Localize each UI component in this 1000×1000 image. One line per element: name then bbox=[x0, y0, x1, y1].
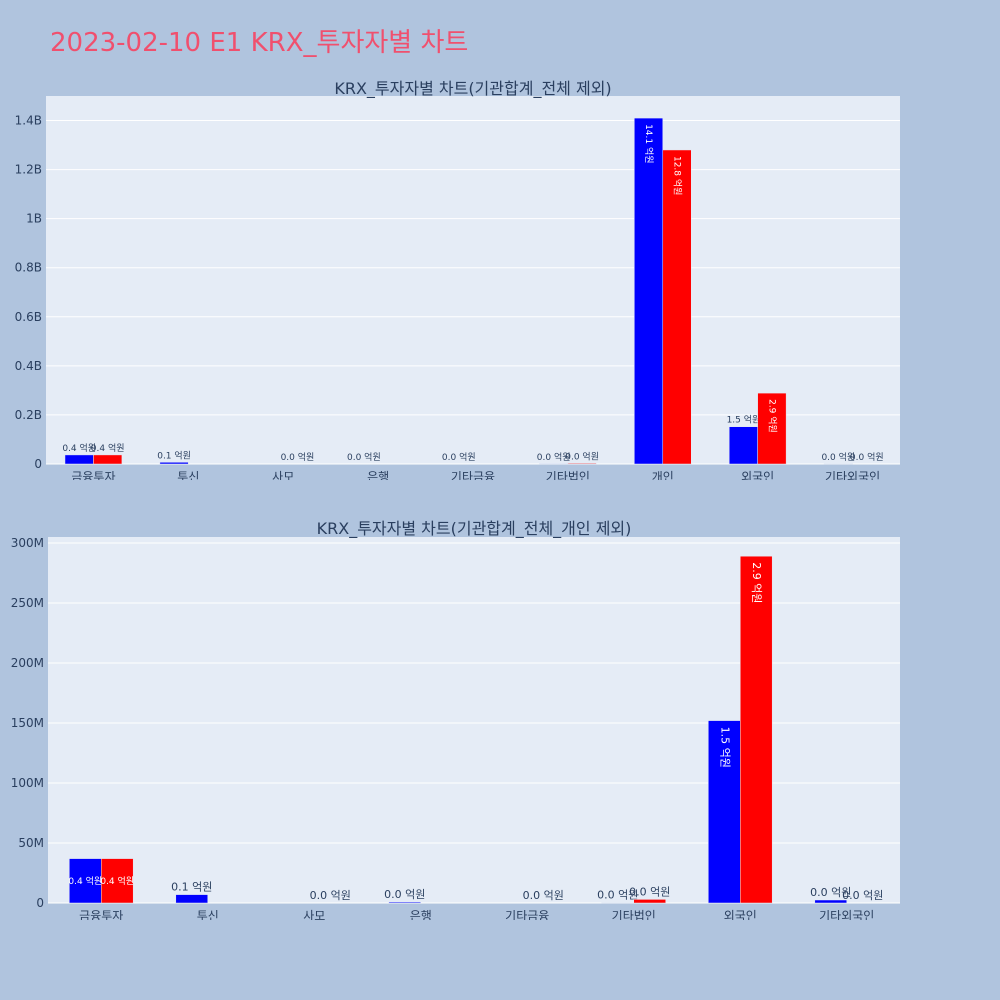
y-tick-label: 0.4B bbox=[15, 359, 42, 373]
x-tick-label: 사모 bbox=[272, 470, 294, 480]
bar bbox=[814, 899, 847, 904]
x-tick-label: 외국인 bbox=[741, 470, 774, 480]
bar bbox=[740, 555, 773, 904]
data-label: 0.0 억원 bbox=[442, 451, 476, 463]
bar bbox=[634, 117, 664, 465]
y-tick-label: 250M bbox=[11, 596, 44, 610]
bar bbox=[633, 899, 666, 904]
x-tick-label: 기타법인 bbox=[612, 909, 656, 920]
bar bbox=[728, 426, 758, 465]
x-tick-label: 기타금융 bbox=[451, 470, 495, 480]
data-label: 0.0 억원 bbox=[310, 889, 351, 902]
y-tick-label: 50M bbox=[18, 836, 44, 850]
data-label: 0.0 억원 bbox=[281, 451, 315, 463]
data-label: 1.5 억원 bbox=[718, 727, 731, 768]
bar bbox=[388, 901, 421, 904]
bar bbox=[175, 894, 209, 904]
data-label: 0.0 억원 bbox=[842, 889, 883, 902]
data-label: 0.0 억원 bbox=[384, 888, 425, 901]
page-title: 2023-02-10 E1 KRX_투자자별 차트 bbox=[50, 28, 469, 58]
data-label: 0.0 억원 bbox=[810, 886, 851, 899]
y-tick-label: 0 bbox=[34, 457, 42, 471]
data-label: 0.0 억원 bbox=[629, 885, 670, 898]
y-tick-label: 300M bbox=[11, 536, 44, 550]
x-tick-label: 은행 bbox=[410, 908, 432, 920]
data-label: 0.0 억원 bbox=[850, 451, 884, 463]
data-label: 0.4 억원 bbox=[91, 442, 125, 454]
x-tick-label: 금융투자 bbox=[79, 909, 123, 920]
data-label: 0.1 억원 bbox=[157, 449, 191, 461]
data-label: 0.4 억원 bbox=[62, 442, 96, 454]
y-tick-label: 0 bbox=[36, 896, 44, 910]
y-tick-label: 1B bbox=[26, 212, 42, 226]
y-tick-label: 200M bbox=[11, 656, 44, 670]
data-label: 14.1 억원 bbox=[643, 124, 655, 163]
x-tick-label: 투신 bbox=[197, 909, 219, 920]
data-label: 0.0 억원 bbox=[597, 889, 638, 902]
x-tick-label: 개인 bbox=[652, 470, 674, 480]
data-label: 2.9 억원 bbox=[766, 399, 778, 433]
bar bbox=[159, 462, 189, 465]
data-label: 2.9 억원 bbox=[750, 562, 763, 603]
x-tick-label: 기타금융 bbox=[505, 909, 549, 920]
x-tick-label: 투신 bbox=[177, 470, 199, 480]
x-tick-label: 기타외국인 bbox=[819, 909, 874, 920]
x-tick-label: 금융투자 bbox=[71, 470, 115, 480]
bar bbox=[69, 858, 102, 904]
bar bbox=[757, 392, 787, 465]
x-tick-label: 기타법인 bbox=[546, 470, 590, 480]
y-tick-label: 1.2B bbox=[15, 163, 42, 177]
data-label: 0.0 억원 bbox=[537, 451, 571, 463]
data-label: 0.4 억원 bbox=[100, 875, 134, 887]
y-tick-label: 150M bbox=[11, 716, 44, 730]
y-tick-label: 1.4B bbox=[15, 114, 42, 128]
x-tick-label: 사모 bbox=[303, 909, 325, 920]
chart-title: KRX_투자자별 차트(기관합계_전체_개인 제외) bbox=[317, 519, 632, 539]
bar bbox=[567, 463, 597, 465]
y-tick-label: 100M bbox=[11, 776, 44, 790]
x-tick-label: 기타외국인 bbox=[825, 470, 880, 480]
x-tick-label: 외국인 bbox=[724, 909, 757, 920]
bar bbox=[662, 149, 692, 465]
data-label: 0.0 억원 bbox=[821, 451, 855, 463]
bar bbox=[64, 454, 94, 465]
bar bbox=[708, 720, 741, 904]
data-label: 0.4 억원 bbox=[68, 875, 102, 887]
chart-title: KRX_투자자별 차트(기관합계_전체 제외) bbox=[334, 79, 611, 99]
y-tick-label: 0.2B bbox=[15, 408, 42, 422]
bottom-bar-chart: 0 50M 100M 150M 200M 250M 300M KRX_투자자별 차트(기관합계… bbox=[11, 519, 900, 920]
data-label: 1.5 억원 bbox=[727, 414, 761, 426]
data-label: 0.0 억원 bbox=[523, 889, 564, 902]
data-label: 0.1 억원 bbox=[171, 881, 212, 894]
bar bbox=[101, 858, 134, 904]
data-label: 0.0 억원 bbox=[347, 451, 381, 463]
data-label: 12.8 억원 bbox=[672, 156, 684, 195]
y-tick-label: 0.8B bbox=[15, 261, 42, 275]
top-bar-chart: 0 0.2B 0.4B 0.6B 0.8B 1B 1.2B 1.4B KRX_투자자별 차트(기… bbox=[15, 79, 900, 480]
x-tick-label: 은행 bbox=[367, 469, 389, 480]
data-label: 0.0 억원 bbox=[565, 450, 599, 462]
bar bbox=[93, 454, 123, 465]
y-tick-label: 0.6B bbox=[15, 310, 42, 324]
